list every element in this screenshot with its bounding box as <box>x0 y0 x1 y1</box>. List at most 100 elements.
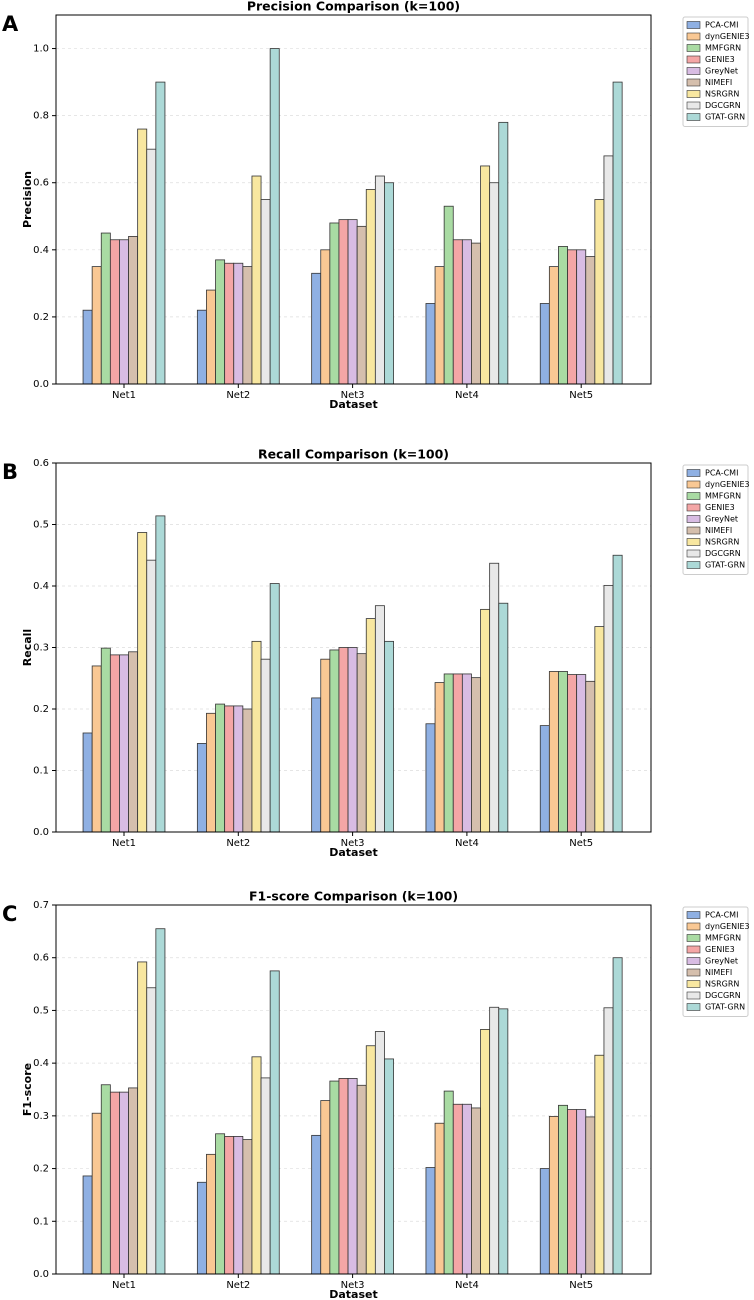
panel-label: A <box>2 12 19 36</box>
legend-label: MMFGRN <box>705 492 741 501</box>
legend-label: MMFGRN <box>705 44 741 53</box>
bar <box>594 199 605 385</box>
bar <box>434 266 445 385</box>
bar <box>215 259 226 385</box>
bar <box>443 1090 454 1275</box>
legend-label: dynGENIE3 <box>705 32 750 41</box>
bar <box>155 515 166 833</box>
legend-label: DGCGRN <box>705 101 741 110</box>
bar <box>471 677 481 833</box>
legend-swatch <box>686 549 701 558</box>
y-tick-label: 0.5 <box>33 1005 49 1016</box>
bar <box>576 674 587 833</box>
bar <box>320 658 331 833</box>
x-tick-label: Net2 <box>226 390 250 401</box>
bar <box>567 674 578 833</box>
bar <box>489 1006 500 1275</box>
y-axis-label: Precision <box>21 171 34 228</box>
bar <box>585 1116 596 1275</box>
bar <box>471 1107 481 1275</box>
legend-label: NSRGRN <box>705 980 739 989</box>
x-tick-label: Net4 <box>455 838 479 849</box>
bar <box>329 1080 340 1275</box>
legend-swatch <box>686 90 701 98</box>
bar <box>260 199 271 385</box>
bar <box>443 673 454 833</box>
y-tick-label: 0.3 <box>33 643 49 654</box>
x-tick-label: Net1 <box>112 838 136 849</box>
bar <box>338 219 349 385</box>
bar <box>91 266 102 385</box>
bar <box>215 703 226 833</box>
bar <box>356 1084 367 1275</box>
y-tick-label: 0.6 <box>33 953 49 964</box>
bar <box>311 697 322 833</box>
bar <box>196 743 207 833</box>
legend-label: NSRGRN <box>705 538 739 547</box>
x-tick-label: Net3 <box>341 1280 365 1291</box>
bar <box>91 1112 102 1275</box>
bar <box>480 608 491 833</box>
bar <box>347 647 358 833</box>
legend-swatch <box>686 78 701 87</box>
bar <box>374 1031 385 1275</box>
legend-label: PCA-CMI <box>705 21 738 30</box>
bar <box>567 249 578 385</box>
bar <box>603 584 614 833</box>
y-tick-label: 0.6 <box>33 178 49 189</box>
bar <box>480 1029 491 1275</box>
bar <box>594 1054 605 1275</box>
bar <box>109 654 120 833</box>
bar <box>347 219 358 385</box>
legend-swatch <box>686 21 701 29</box>
bar <box>539 725 550 833</box>
bar <box>548 671 559 833</box>
y-tick-label: 0.6 <box>33 458 49 469</box>
y-tick-label: 0.2 <box>33 704 49 715</box>
bar <box>539 303 550 385</box>
legend-swatch <box>686 101 701 110</box>
legend-swatch <box>686 480 701 489</box>
bar <box>155 81 166 385</box>
bar <box>242 266 253 385</box>
bar <box>452 1103 463 1275</box>
bar <box>128 1087 139 1275</box>
bar <box>365 618 376 833</box>
bar <box>612 554 623 833</box>
legend-swatch <box>686 67 701 75</box>
bar <box>489 562 500 833</box>
bar <box>128 235 139 385</box>
bar <box>224 262 235 385</box>
bar <box>558 1104 568 1275</box>
x-tick-label: Net4 <box>455 1280 479 1291</box>
legend-label: GreyNet <box>705 515 738 524</box>
legend-swatch <box>686 526 701 535</box>
bar <box>233 1136 244 1275</box>
legend-swatch <box>686 503 701 512</box>
bar <box>576 249 587 385</box>
bar <box>461 1103 472 1275</box>
legend-label: MMFGRN <box>705 934 741 943</box>
legend-label: PCA-CMI <box>705 469 738 478</box>
bar <box>338 647 349 833</box>
legend-label: DGCGRN <box>705 549 741 558</box>
bar <box>461 239 472 385</box>
y-tick-label: 0.0 <box>33 1269 49 1280</box>
legend-swatch <box>686 945 701 954</box>
panel-label: B <box>2 460 18 484</box>
plot-frame <box>55 462 652 833</box>
bar <box>146 148 157 385</box>
y-tick-label: 0.1 <box>33 766 49 777</box>
bar <box>567 1109 578 1275</box>
legend-label: GreyNet <box>705 957 738 966</box>
y-axis-label: Recall <box>21 629 34 666</box>
bar <box>100 647 111 833</box>
bar <box>109 239 120 385</box>
legend-swatch <box>686 980 701 988</box>
legend-swatch <box>686 515 701 523</box>
bar <box>452 673 463 833</box>
bar <box>269 970 280 1275</box>
bar <box>155 928 166 1275</box>
bar <box>356 653 367 833</box>
bar <box>146 987 157 1275</box>
